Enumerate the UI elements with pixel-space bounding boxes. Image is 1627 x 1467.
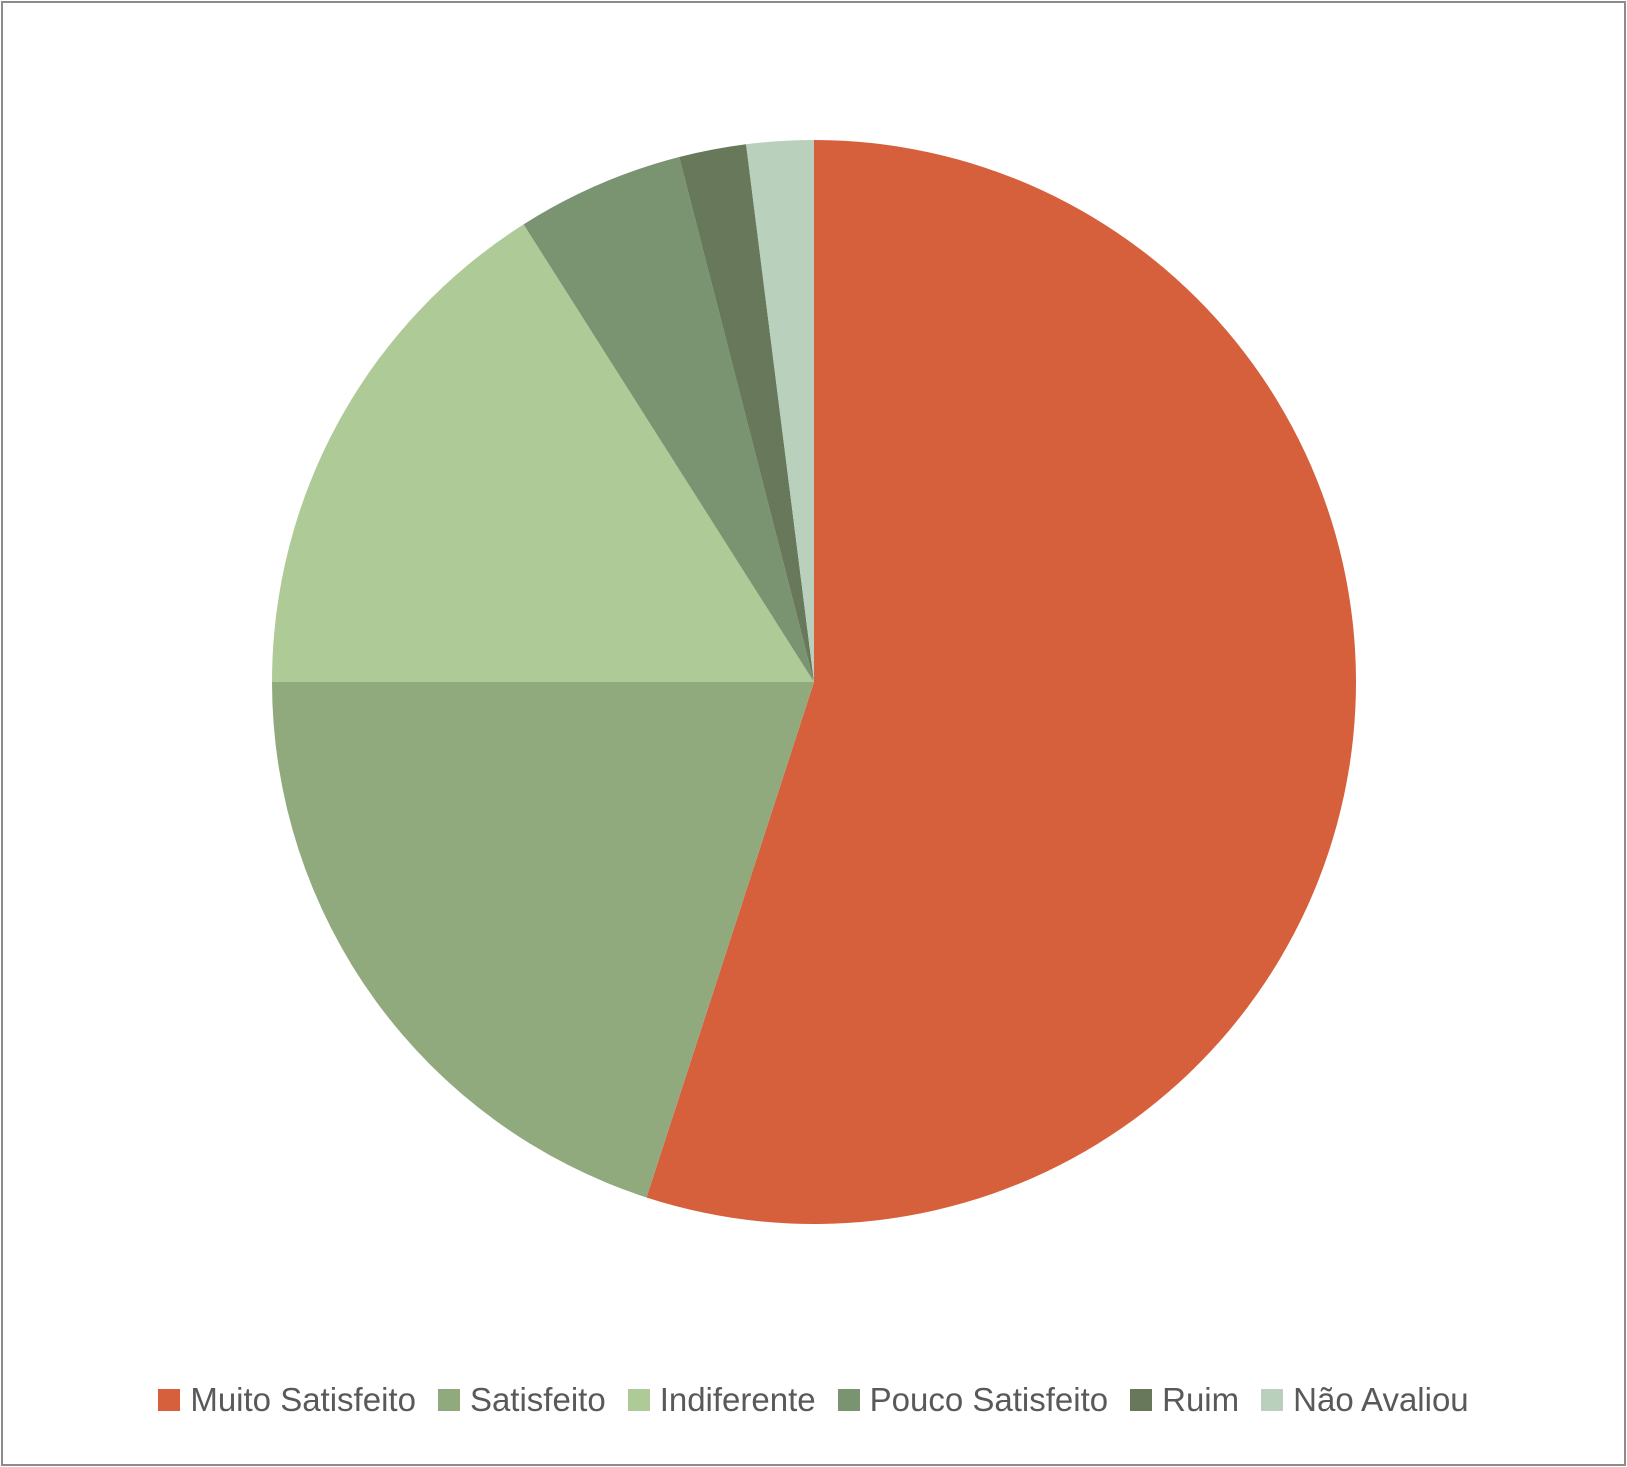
pie-slice-1 [272,682,814,1198]
legend-item-satisfeito: Satisfeito [437,1381,606,1419]
legend-label: Satisfeito [469,1381,606,1418]
pie-chart [272,140,1357,1224]
legend-swatch [158,1389,181,1411]
legend-item-muito-satisfeito: Muito Satisfeito [158,1381,416,1419]
legend-swatch [437,1389,460,1411]
legend-label: Pouco Satisfeito [869,1381,1109,1418]
legend-swatch [1130,1389,1153,1411]
legend-swatch [627,1389,650,1411]
legend-label: Indiferente [659,1381,816,1418]
legend-item-ruim: Ruim [1130,1381,1239,1419]
pie-slice-3 [523,157,814,682]
legend-label: Muito Satisfeito [190,1381,416,1418]
legend-label: Ruim [1162,1381,1240,1418]
legend-item-nao-avaliou: Não Avaliou [1261,1381,1469,1419]
pie-slice-5 [746,140,814,682]
legend-item-indiferente: Indiferente [627,1381,816,1419]
legend-item-pouco-satisfeito: Pouco Satisfeito [837,1381,1109,1419]
pie-slice-2 [272,224,814,682]
legend-swatch [1261,1389,1284,1411]
pie-slice-0 [646,140,1357,1224]
legend-swatch [837,1389,860,1411]
legend-label: Não Avaliou [1293,1381,1469,1418]
legend: Muito Satisfeito Satisfeito Indiferente … [3,1381,1624,1419]
pie-slice-4 [679,144,814,682]
